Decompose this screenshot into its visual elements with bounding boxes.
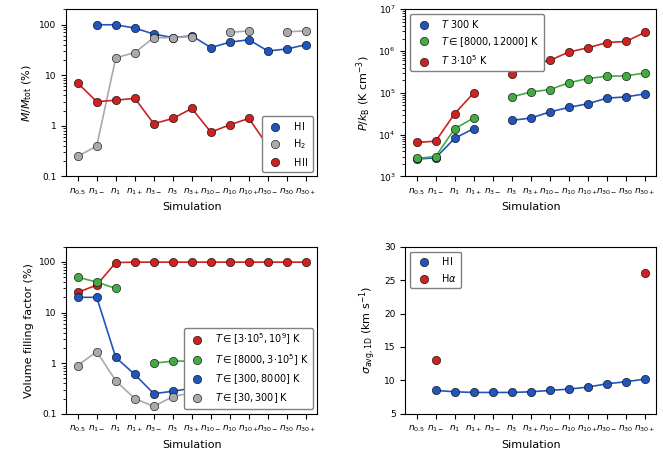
X-axis label: Simulation: Simulation — [162, 202, 221, 212]
Legend: $T\ 300$ K, $T \in [8000, 12000]$ K, $T\ 3{\cdot}10^5$ K: $T\ 300$ K, $T \in [8000, 12000]$ K, $T\… — [410, 14, 544, 71]
X-axis label: Simulation: Simulation — [162, 439, 221, 450]
Y-axis label: $\sigma_\mathrm{avg,1D}$ (km s$^{-1}$): $\sigma_\mathrm{avg,1D}$ (km s$^{-1}$) — [357, 286, 379, 374]
Y-axis label: $P/k_\mathrm{B}$ (K cm$^{-3}$): $P/k_\mathrm{B}$ (K cm$^{-3}$) — [355, 55, 373, 131]
X-axis label: Simulation: Simulation — [501, 439, 561, 450]
Y-axis label: Volume filling factor (%): Volume filling factor (%) — [24, 263, 34, 398]
Legend: $T \in [3{\cdot}10^5, 10^9]$ K, $T \in [8000, 3{\cdot}10^5]$ K, $T \in [300, 800: $T \in [3{\cdot}10^5, 10^9]$ K, $T \in [… — [184, 328, 312, 409]
Legend: H$\,\mathrm{I}$, H$_2$, H$\,\mathrm{II}$: H$\,\mathrm{I}$, H$_2$, H$\,\mathrm{II}$ — [262, 116, 312, 172]
Y-axis label: $M/M_\mathrm{tot}$ (%): $M/M_\mathrm{tot}$ (%) — [20, 64, 34, 122]
X-axis label: Simulation: Simulation — [501, 202, 561, 212]
Legend: H$\,\mathrm{I}$, H$\alpha$: H$\,\mathrm{I}$, H$\alpha$ — [410, 252, 461, 288]
